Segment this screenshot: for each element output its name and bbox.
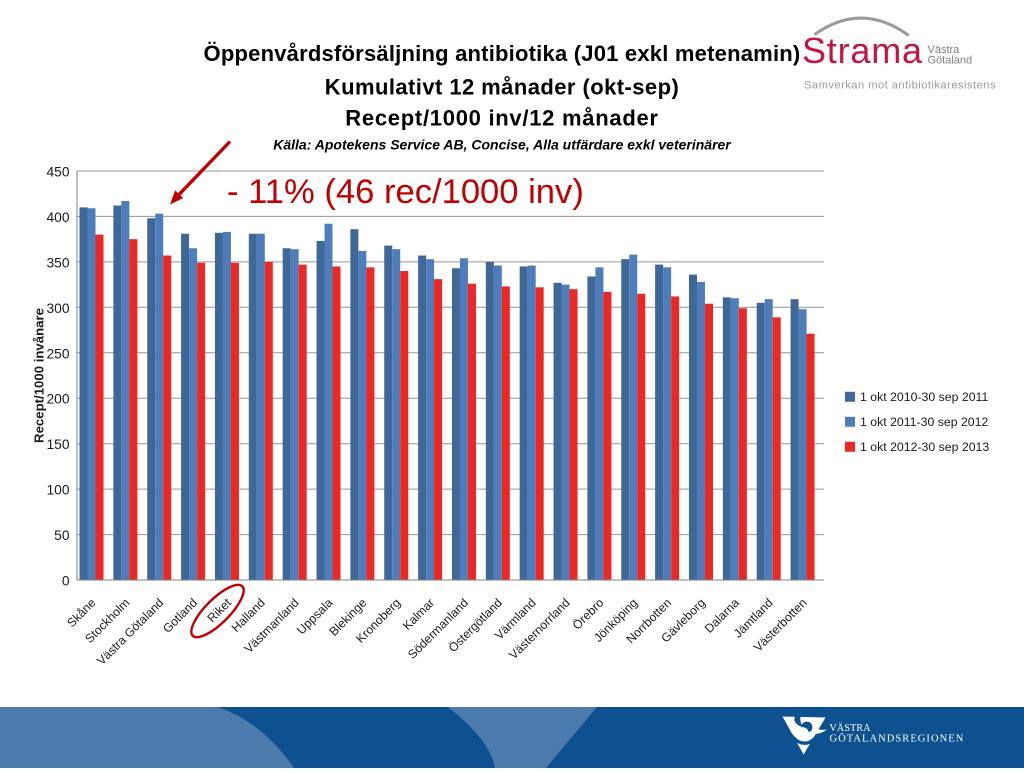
svg-text:200: 200 (46, 392, 69, 407)
svg-text:Riket: Riket (204, 595, 234, 625)
svg-text:VÄSTRA: VÄSTRA (830, 722, 872, 734)
svg-text:350: 350 (46, 255, 69, 270)
svg-text:0: 0 (62, 574, 70, 589)
svg-text:100: 100 (46, 483, 69, 498)
svg-text:Recept/1000 inv/12 månader: Recept/1000 inv/12 månader (345, 106, 658, 131)
svg-text:150: 150 (46, 437, 69, 452)
svg-text:Samverkan mot antibiotikaresis: Samverkan mot antibiotikaresistens (804, 79, 996, 91)
svg-text:50: 50 (54, 528, 70, 543)
svg-text:Recept/1000 invånare: Recept/1000 invånare (32, 308, 47, 443)
svg-text:Gotland: Gotland (160, 596, 200, 636)
svg-text:GÖTALANDSREGIONEN: GÖTALANDSREGIONEN (830, 733, 965, 745)
svg-text:450: 450 (46, 165, 69, 180)
svg-text:250: 250 (46, 346, 69, 361)
svg-text:Västra: Västra (928, 44, 961, 56)
svg-text:- 11% (46 rec/1000 inv): - 11% (46 rec/1000 inv) (227, 173, 584, 211)
svg-text:Källa: Apotekens Service AB, C: Källa: Apotekens Service AB, Concise, Al… (273, 137, 732, 153)
svg-text:1 okt 2012-30 sep 2013: 1 okt 2012-30 sep 2013 (860, 440, 989, 454)
svg-text:400: 400 (46, 210, 69, 225)
svg-text:Västernorrland: Västernorrland (506, 596, 572, 662)
svg-text:1 okt 2010-30 sep 2011: 1 okt 2010-30 sep 2011 (860, 390, 988, 404)
svg-text:300: 300 (46, 301, 69, 316)
svg-text:Öppenvårdsförsäljning antibiot: Öppenvårdsförsäljning antibiotika (J01 e… (204, 41, 801, 66)
svg-text:Kumulativt 12 månader (okt-sep: Kumulativt 12 månader (okt-sep) (325, 74, 679, 99)
svg-text:Strama: Strama (802, 30, 923, 71)
svg-text:1 okt 2011-30 sep 2012: 1 okt 2011-30 sep 2012 (860, 415, 988, 429)
svg-text:Götaland: Götaland (928, 54, 973, 66)
